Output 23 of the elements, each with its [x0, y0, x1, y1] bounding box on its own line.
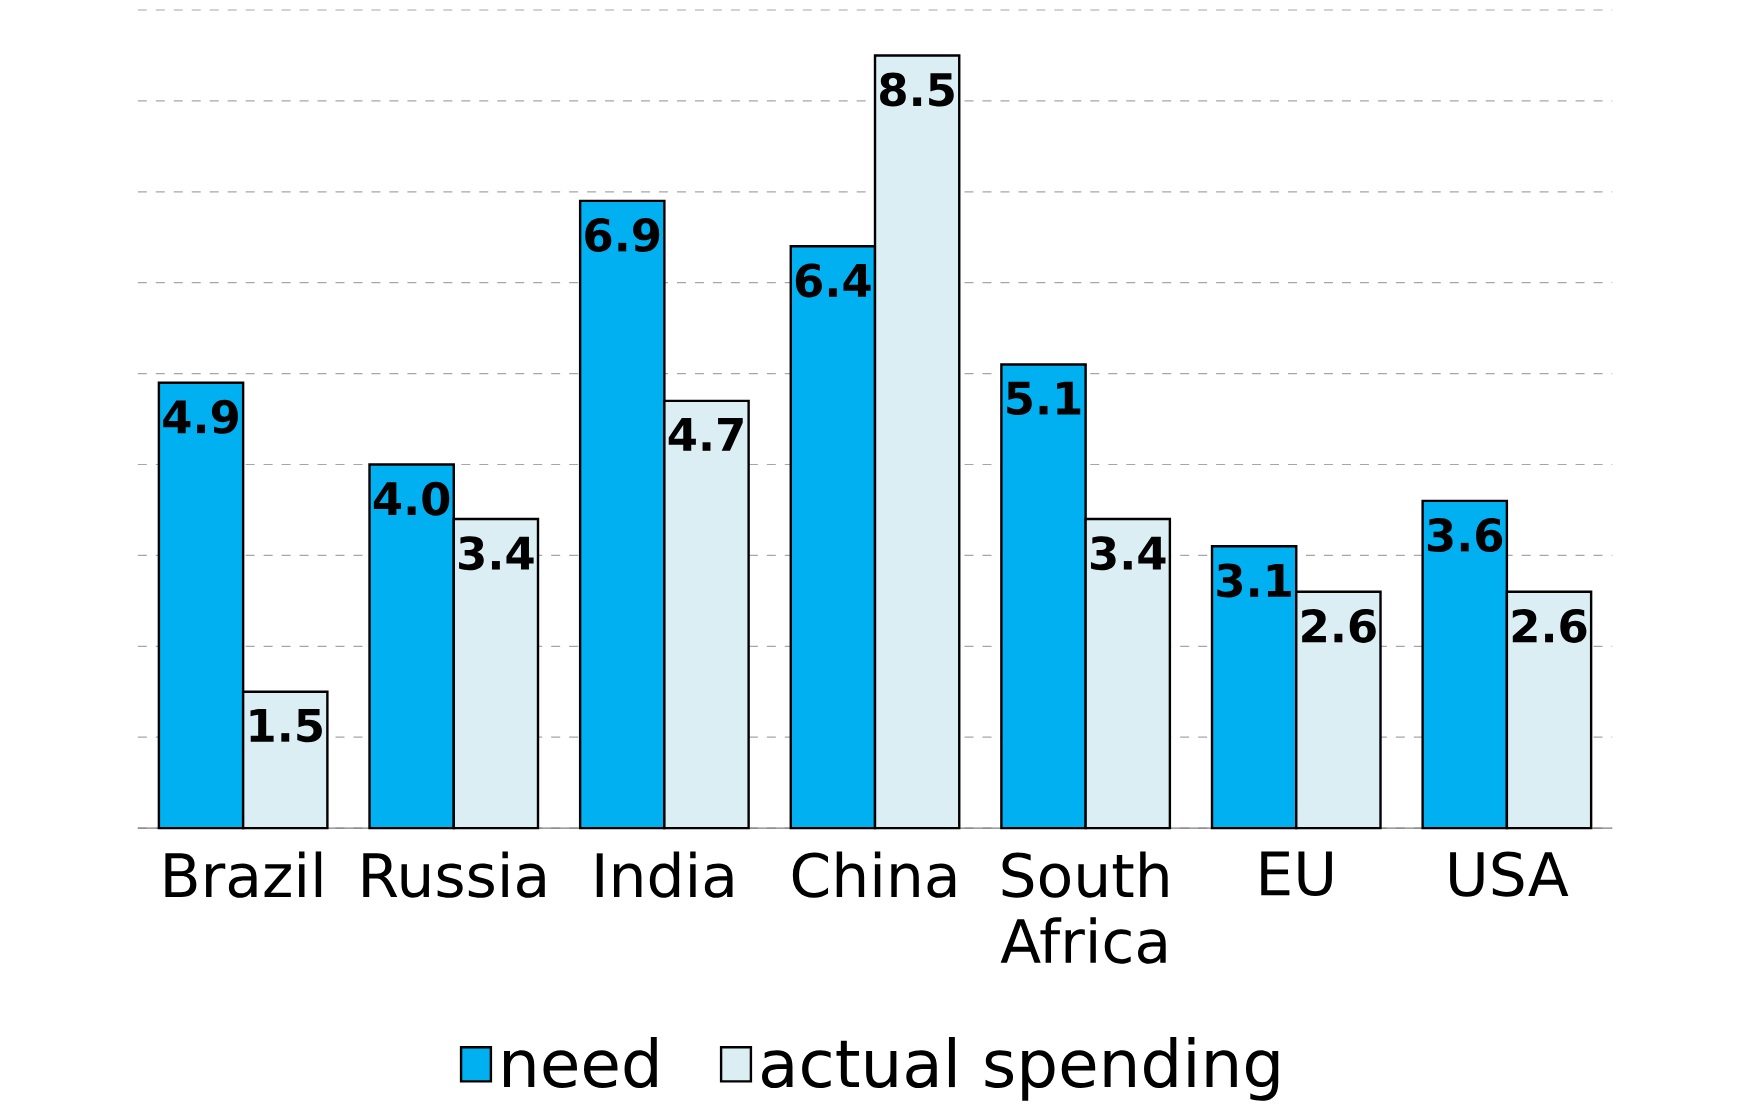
x-tick-label: India [596, 851, 733, 899]
data-label: 5.1 [1007, 381, 1081, 416]
data-label: 8.5 [880, 72, 954, 107]
data-label: 6.4 [795, 263, 871, 298]
data-label: 4.7 [668, 418, 743, 451]
data-label: 3.4 [459, 536, 534, 571]
data-label: 4.0 [373, 481, 450, 516]
x-tick-label: Brazil [165, 851, 322, 899]
data-label: 3.1 [1217, 563, 1291, 598]
data-label: 4.9 [163, 400, 238, 435]
data-label: 2.6 [1302, 609, 1376, 644]
data-label: 6.9 [585, 218, 660, 253]
x-tick-label: Russia [363, 851, 545, 899]
data-label: 3.4 [1090, 536, 1166, 571]
x-tick-label: USA [1450, 851, 1569, 897]
x-tick-label: EU [1261, 851, 1332, 897]
legend-label: need [504, 1037, 657, 1089]
data-label: 1.5 [250, 709, 322, 743]
data-label: 2.6 [1512, 609, 1587, 644]
data-label: 3.6 [1427, 518, 1503, 553]
x-tick-label: South Africa [1000, 851, 1168, 964]
x-tick-label: China [792, 851, 956, 899]
legend-label: actual spending [762, 1037, 1279, 1102]
